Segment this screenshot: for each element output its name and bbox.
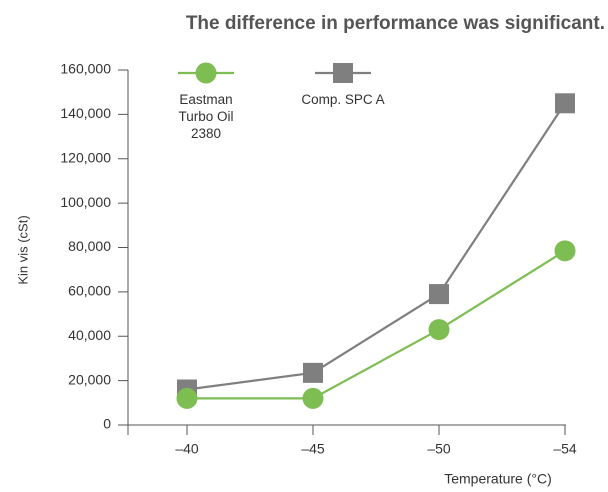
y-tick-label: 100,000 bbox=[60, 194, 111, 210]
y-axis-label: Kin vis (cSt) bbox=[15, 215, 30, 284]
data-point bbox=[554, 240, 576, 262]
y-tick-label: 0 bbox=[103, 416, 111, 432]
y-tick-label: 160,000 bbox=[60, 61, 111, 77]
legend-label: Eastman Turbo Oil 2380 bbox=[178, 92, 234, 141]
legend-marker bbox=[195, 62, 217, 84]
y-tick-label: 60,000 bbox=[68, 283, 111, 299]
y-tick-label: 40,000 bbox=[68, 327, 111, 343]
y-tick-label: 120,000 bbox=[60, 149, 111, 165]
legend-label: Comp. SPC A bbox=[301, 92, 385, 107]
data-point bbox=[302, 387, 324, 409]
data-point bbox=[428, 319, 450, 341]
x-axis-label: Temperature (°C) bbox=[444, 471, 552, 487]
legend-marker bbox=[333, 63, 353, 83]
y-tick-label: 80,000 bbox=[68, 238, 111, 254]
data-point bbox=[303, 362, 323, 383]
series-line bbox=[186, 102, 566, 391]
y-tick-label: 140,000 bbox=[60, 105, 111, 121]
data-point bbox=[555, 93, 575, 114]
x-tick-label: –45 bbox=[301, 441, 325, 457]
data-point bbox=[429, 284, 449, 305]
x-tick-label: –40 bbox=[175, 441, 199, 457]
y-tick-label: 20,000 bbox=[68, 371, 111, 387]
data-point bbox=[176, 387, 198, 409]
x-tick-label: –50 bbox=[427, 441, 451, 457]
x-tick-label: –54 bbox=[553, 441, 577, 457]
series-line bbox=[187, 249, 566, 400]
chart-title: The difference in performance was signif… bbox=[186, 13, 605, 34]
